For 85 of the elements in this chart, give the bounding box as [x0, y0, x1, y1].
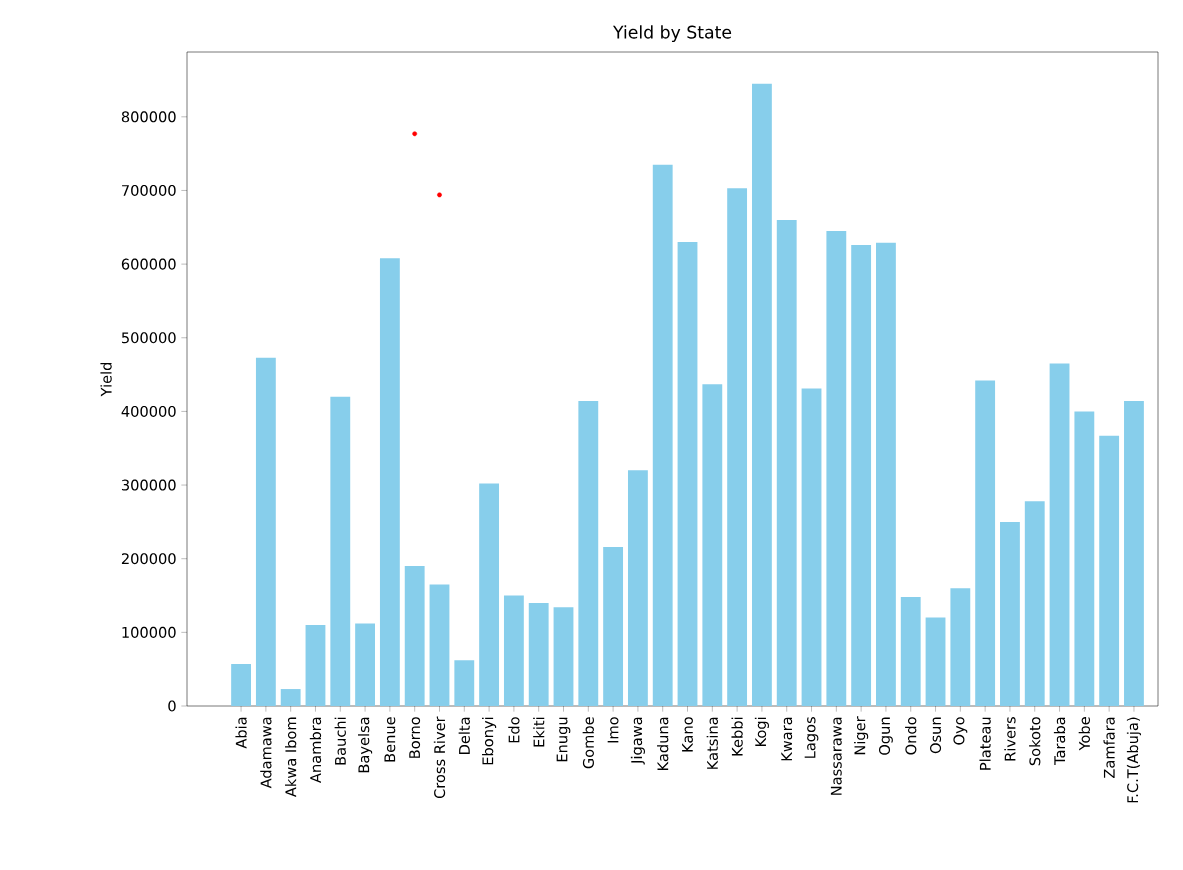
bar [702, 384, 723, 706]
bar [305, 624, 326, 706]
x-tick-label: Benue [384, 717, 396, 762]
bar [231, 664, 251, 706]
bar [776, 219, 797, 706]
bar [652, 164, 673, 706]
bar [603, 546, 624, 706]
x-tick-label: Kaduna [657, 717, 669, 770]
x-tick-label: Bayelsa [358, 717, 373, 773]
bar [553, 607, 574, 706]
x-tick-label: Ondo [905, 717, 917, 755]
bar [578, 401, 599, 706]
bar [851, 244, 872, 706]
x-tick-label: Kogi [754, 717, 769, 747]
x-tick-label: Osun [930, 717, 942, 754]
x-tick-label: Ogun [879, 717, 893, 755]
y-tick-label: 800000 [121, 111, 176, 123]
bar [876, 242, 896, 706]
x-tick-label: Ekiti [533, 717, 545, 747]
bar [826, 230, 847, 706]
bar [677, 242, 698, 706]
x-tick-label: Akwa Ibom [285, 717, 297, 798]
x-tick-label: Gombe [582, 717, 594, 769]
x-tick-label: Ebonyi [482, 717, 497, 765]
x-tick-label: Katsina [706, 717, 718, 769]
y-tick-label: 0 [168, 700, 176, 712]
bar [503, 595, 524, 706]
x-tick-label: Lagos [804, 717, 819, 758]
x-tick-label: Plateau [979, 717, 991, 770]
x-tick-label: Zamfara [1103, 717, 1115, 778]
bar [355, 623, 376, 706]
x-tick-label: Bauchi [334, 717, 346, 765]
x-tick-label: Imo [607, 717, 619, 743]
bar [429, 584, 450, 706]
x-tick-label: Adamawa [260, 717, 272, 789]
x-tick-label: Borno [409, 717, 421, 758]
x-tick-label: Cross River [433, 716, 446, 799]
bar [900, 597, 921, 706]
x-tick-label: Oyo [953, 717, 968, 745]
y-tick-label: 100000 [122, 626, 176, 638]
y-tick-label: 200000 [121, 553, 176, 565]
chart-title: Yield by State [612, 25, 732, 42]
bar [1074, 411, 1095, 706]
bar [454, 660, 475, 706]
y-tick-label: 300000 [121, 479, 176, 491]
bar [627, 470, 648, 706]
bar [255, 357, 276, 706]
bar [727, 188, 748, 706]
x-tick-label: Delta [458, 717, 470, 754]
bar [280, 689, 301, 706]
bar [925, 617, 946, 706]
x-tick-label: Kebbi [731, 717, 743, 756]
x-tick-label: Jigawa [630, 717, 645, 765]
y-tick-label: 400000 [121, 405, 176, 417]
x-tick-label: Anambra [309, 717, 322, 783]
bar [752, 83, 772, 706]
bar [1024, 501, 1045, 706]
y-tick-label: 700000 [122, 184, 176, 196]
x-tick-label: Niger [854, 716, 869, 755]
x-tick-label: Enugu [556, 717, 571, 762]
bar [479, 483, 500, 706]
bar [1099, 435, 1120, 706]
bar [528, 602, 549, 706]
x-tick-label: Kwara [781, 717, 793, 761]
x-tick-label: Kano [682, 717, 693, 752]
x-tick-label: Edo [508, 717, 520, 743]
bar [801, 388, 822, 706]
y-axis-title: Yield [100, 362, 112, 397]
x-tick-label: F.C.T(Abuja) [1126, 717, 1142, 803]
bar [379, 258, 400, 706]
x-tick-label: Taraba [1053, 717, 1066, 766]
bar [404, 566, 425, 706]
x-tick-label: Nassarawa [830, 717, 842, 795]
bar [330, 396, 351, 706]
bar [950, 588, 971, 706]
bar [1124, 401, 1144, 706]
bar [975, 380, 996, 706]
x-tick-label: Yobe [1078, 717, 1090, 751]
y-tick-label: 500000 [121, 332, 176, 344]
x-tick-label: Abia [235, 717, 247, 749]
x-tick-label: Sokoto [1029, 717, 1041, 766]
bar [1049, 363, 1070, 706]
x-tick-label: Rivers [1004, 717, 1016, 761]
y-tick-label: 600000 [121, 258, 176, 270]
bar [1000, 521, 1020, 706]
